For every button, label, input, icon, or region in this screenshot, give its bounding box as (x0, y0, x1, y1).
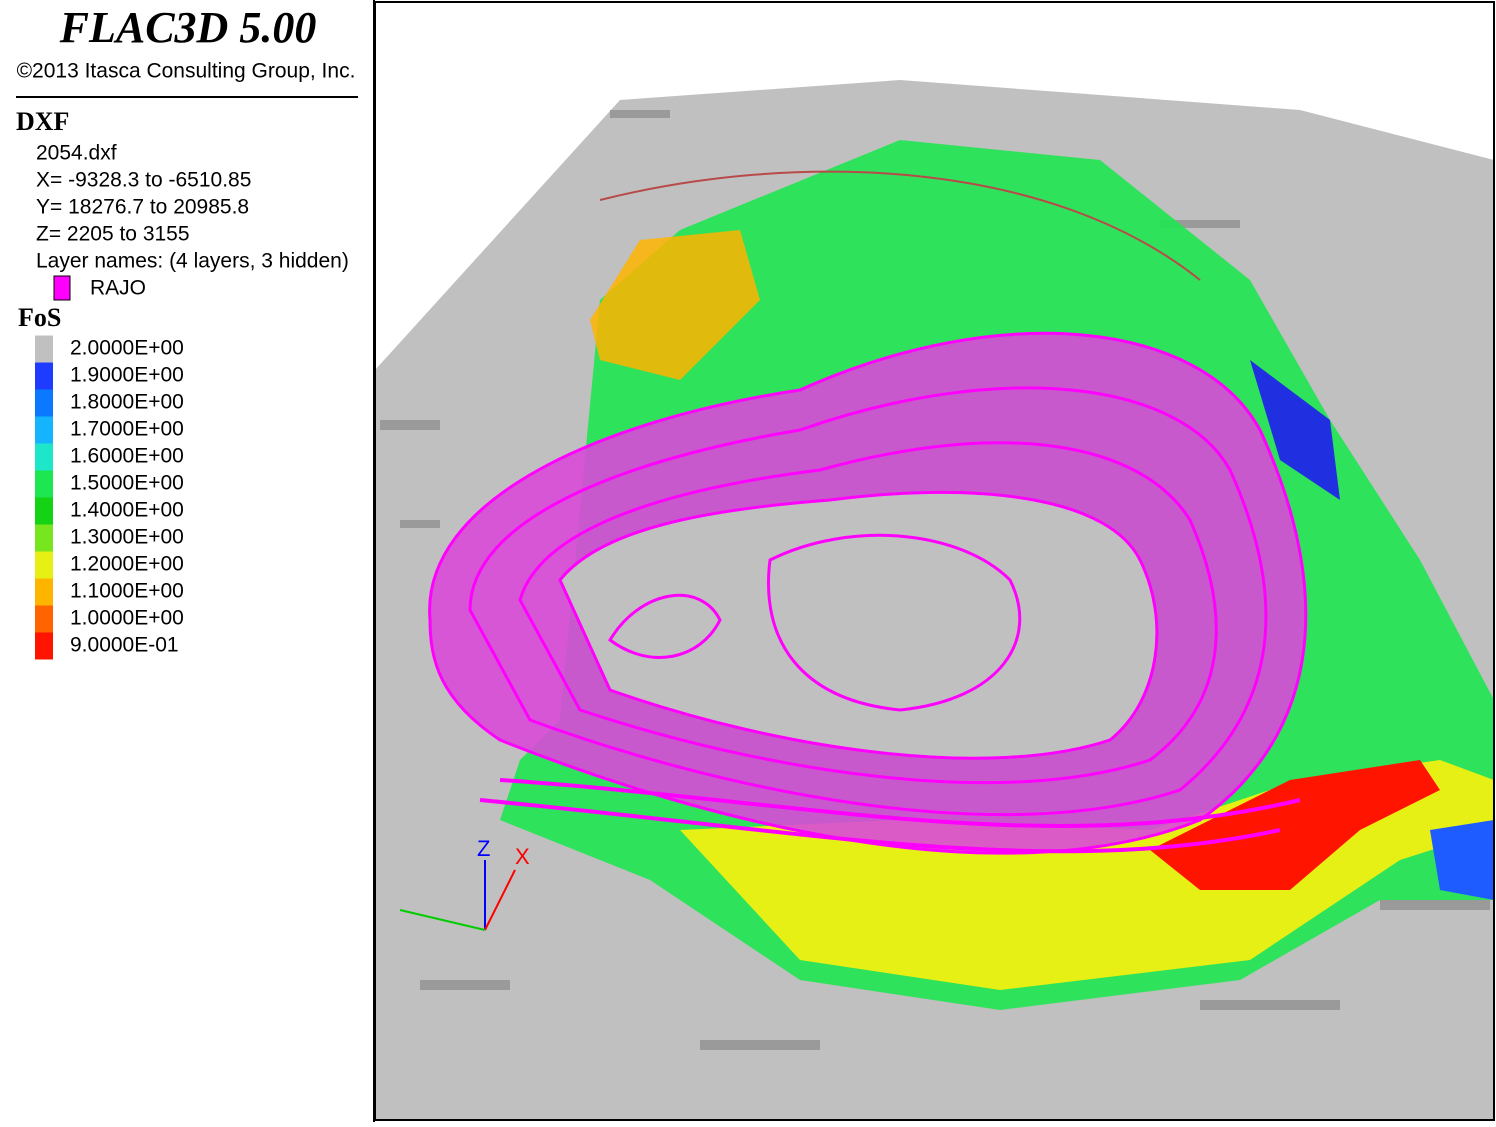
layer-name: RAJO (90, 277, 146, 300)
layer-swatch (53, 275, 71, 301)
dxf-y-range: Y= 18276.7 to 20985.8 (36, 196, 249, 219)
legend-label: 1.8000E+00 (70, 391, 184, 414)
legend-label: 1.3000E+00 (70, 526, 184, 549)
legend-swatch (35, 389, 53, 417)
copyright: ©2013 Itasca Consulting Group, Inc. (17, 60, 356, 83)
fos-region-orange (590, 230, 760, 380)
legend-swatch (35, 524, 53, 552)
app-title: FLAC3D 5.00 (59, 3, 317, 52)
legend-swatch (35, 335, 53, 363)
fos-region-blue (1250, 360, 1340, 500)
axis-triad: Z X (399, 836, 530, 931)
rajo-contours (428, 170, 1308, 855)
legend-label: 1.2000E+00 (70, 553, 184, 576)
dxf-file: 2054.dxf (36, 142, 117, 165)
legend-label: 1.5000E+00 (70, 472, 184, 495)
dxf-title: DXF (16, 107, 69, 136)
legend-label: 2.0000E+00 (70, 337, 184, 360)
legend-swatch (35, 551, 53, 579)
legend-swatch (35, 416, 53, 444)
dxf-layers: Layer names: (4 layers, 3 hidden) (36, 250, 349, 273)
fos-legend: 2.0000E+00 1.9000E+00 1.8000E+00 1.7000E+00… (35, 335, 184, 660)
terrain-shadows (380, 110, 1490, 1050)
dxf-z-range: Z= 2205 to 3155 (36, 223, 190, 246)
legend-swatch (35, 362, 53, 390)
legend-swatch (35, 443, 53, 471)
legend-swatch (35, 470, 53, 498)
x-axis-label: X (515, 844, 530, 869)
legend-label: 1.7000E+00 (70, 418, 184, 441)
legend-label: 1.1000E+00 (70, 580, 184, 603)
viewport: Z X (374, 1, 1495, 1121)
legend-label: 1.9000E+00 (70, 364, 184, 387)
fos-title: FoS (18, 303, 61, 332)
legend-swatch (35, 632, 53, 660)
legend-swatch (35, 578, 53, 606)
fos-region-blue-2 (1430, 820, 1494, 900)
y-axis-line (399, 909, 486, 931)
z-axis-label: Z (477, 836, 490, 861)
fos-region-red (1150, 760, 1440, 890)
x-axis-line (484, 869, 516, 931)
legend-label: 1.4000E+00 (70, 499, 184, 522)
legend-panel: FLAC3D 5.00 ©2013 Itasca Consulting Grou… (16, 3, 358, 660)
legend-label: 9.0000E-01 (70, 634, 179, 657)
legend-swatch (35, 497, 53, 525)
legend-swatch (35, 605, 53, 633)
legend-label: 1.0000E+00 (70, 607, 184, 630)
dxf-x-range: X= -9328.3 to -6510.85 (36, 169, 251, 192)
legend-label: 1.6000E+00 (70, 445, 184, 468)
